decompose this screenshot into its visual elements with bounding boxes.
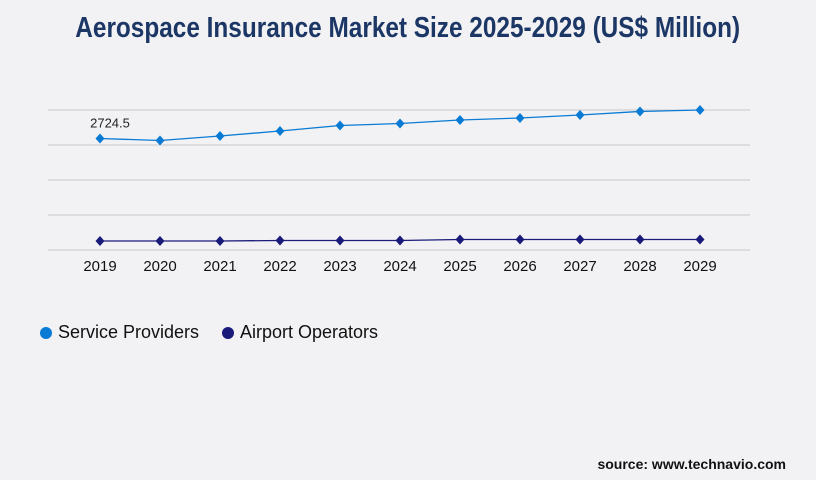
legend-marker-icon — [222, 326, 234, 339]
x-tick-label: 2021 — [203, 258, 236, 275]
data-point — [215, 235, 225, 246]
data-point — [95, 133, 105, 144]
data-label: 2724.5 — [90, 115, 130, 130]
data-point — [395, 235, 405, 246]
legend-item-airport-operators: Airport Operators — [222, 322, 378, 343]
data-point — [515, 234, 525, 245]
data-point — [275, 126, 285, 136]
data-point — [695, 234, 705, 245]
data-point — [455, 234, 465, 245]
data-point — [635, 234, 645, 245]
legend-item-service-providers: Service Providers — [40, 322, 199, 343]
data-point — [635, 106, 645, 117]
legend-label: Airport Operators — [240, 322, 379, 342]
data-point — [395, 118, 405, 129]
legend-marker-icon — [40, 326, 52, 339]
data-point — [275, 235, 285, 246]
data-point — [95, 235, 105, 246]
data-point — [695, 105, 705, 115]
source-text: source: www.technavio.com — [597, 456, 786, 472]
x-tick-label: 2027 — [563, 258, 596, 275]
x-tick-label: 2024 — [383, 258, 416, 275]
data-point — [515, 112, 525, 123]
data-point — [575, 109, 585, 120]
data-point — [155, 135, 165, 146]
x-tick-label: 2026 — [503, 258, 536, 275]
data-point — [335, 235, 345, 246]
x-tick-label: 2020 — [143, 258, 176, 275]
chart-title-text: Aerospace Insurance Market Size 2025-202… — [75, 12, 741, 44]
data-point — [455, 114, 465, 125]
x-tick-label: 2029 — [683, 258, 716, 275]
x-tick-label: 2025 — [443, 258, 476, 275]
legend-label: Service Providers — [58, 322, 200, 342]
data-point — [215, 130, 225, 141]
x-tick-label: 2028 — [623, 258, 656, 275]
x-tick-label: 2022 — [263, 258, 296, 275]
data-point — [575, 234, 585, 245]
chart-title: Aerospace Insurance Market Size 2025-202… — [0, 12, 816, 45]
data-point — [155, 235, 165, 246]
data-point — [335, 120, 345, 131]
x-tick-label: 2019 — [83, 258, 116, 275]
x-tick-label: 2023 — [323, 258, 356, 275]
